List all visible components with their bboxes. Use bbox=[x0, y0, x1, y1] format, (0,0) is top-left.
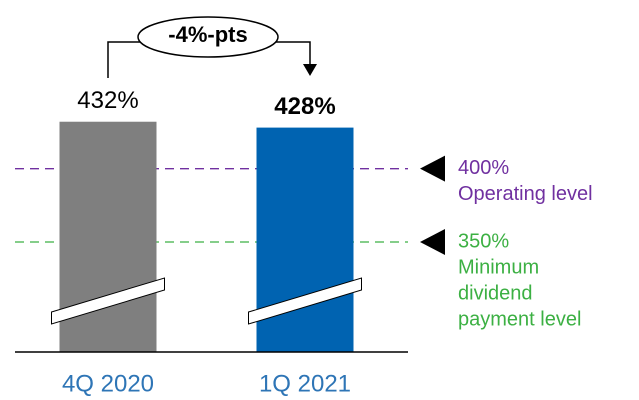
reference-marker bbox=[420, 155, 445, 182]
reference-description: Minimum bbox=[458, 256, 539, 278]
reference-label: 350% bbox=[458, 230, 509, 252]
value-label: 432% bbox=[77, 87, 138, 114]
reference-marker bbox=[420, 229, 445, 255]
annotation-ellipse bbox=[137, 16, 279, 58]
x-tick-label: 1Q 2021 bbox=[259, 370, 351, 397]
change-annotation: -4%-pts bbox=[168, 22, 247, 47]
value-label: 428% bbox=[274, 93, 335, 120]
x-tick-label: 4Q 2020 bbox=[62, 370, 154, 397]
axis-break bbox=[51, 277, 165, 325]
annotation-arrow bbox=[303, 64, 317, 76]
reference-description: payment level bbox=[458, 308, 581, 330]
reference-description: dividend bbox=[458, 282, 533, 304]
reference-description: Operating level bbox=[458, 183, 593, 205]
bar bbox=[256, 127, 354, 352]
annotation-bracket bbox=[107, 41, 311, 78]
axis-break bbox=[248, 277, 362, 325]
reference-label: 400% bbox=[458, 157, 509, 179]
